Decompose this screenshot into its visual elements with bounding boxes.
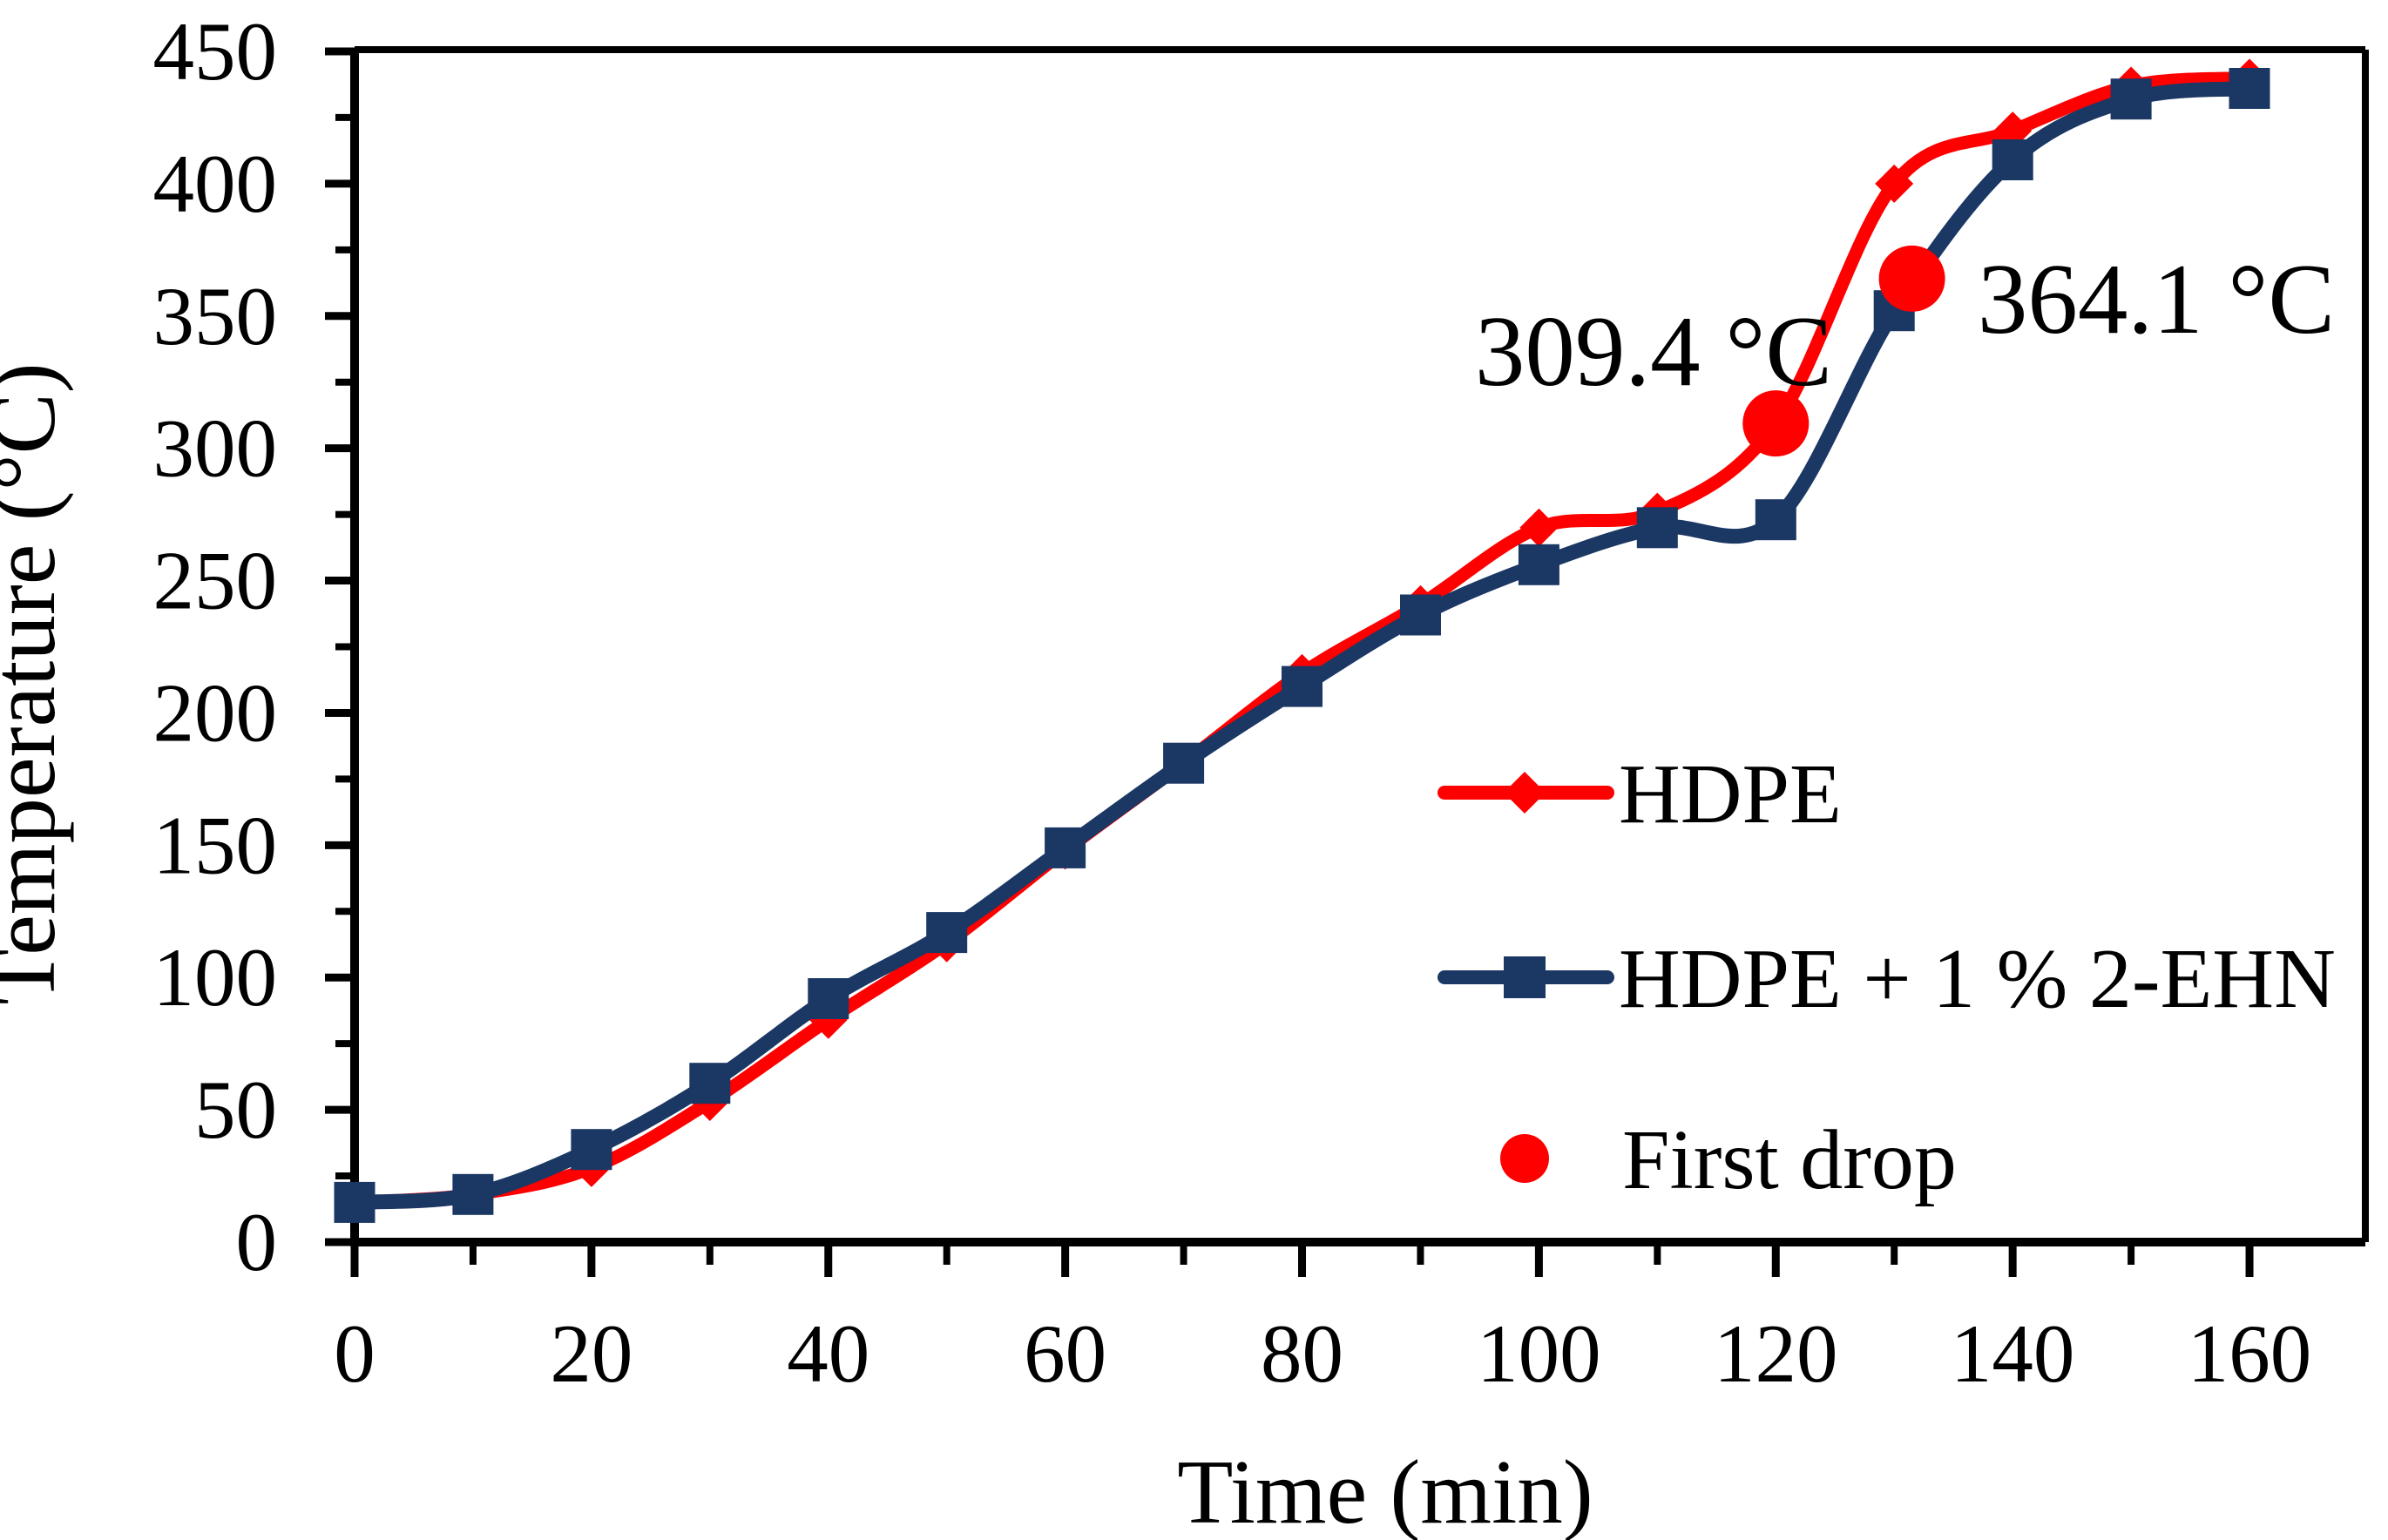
legend-swatch-circle — [1500, 1134, 1549, 1183]
x-tick-label-100: 100 — [1477, 1307, 1601, 1400]
y-tick-label-450: 450 — [153, 5, 278, 98]
y-tick-label-300: 300 — [153, 402, 278, 495]
x-tick-label-120: 120 — [1714, 1307, 1838, 1400]
x-tick-label-160: 160 — [2188, 1307, 2312, 1400]
annotation-309: 309.4 °C — [1475, 296, 1832, 407]
x-tick-label-20: 20 — [550, 1307, 633, 1400]
y-tick-label-350: 350 — [153, 270, 278, 362]
y-tick-label-400: 400 — [153, 138, 278, 230]
annotation-364: 364.1 °C — [1978, 244, 2335, 355]
y-tick-label-200: 200 — [153, 666, 278, 759]
legend-label-hdpe-2ehn: HDPE + 1 % 2-EHN — [1619, 932, 2336, 1026]
y-tick-label-100: 100 — [153, 931, 278, 1023]
y-tick-label-250: 250 — [153, 535, 278, 627]
y-axis-tick-labels: 0 50 100 150 200 250 300 350 400 450 — [153, 5, 278, 1288]
x-axis-tick-labels: 0 20 40 60 80 100 120 140 160 — [334, 1307, 2311, 1400]
y-axis-title: Temperature (°C) — [0, 362, 74, 1004]
x-axis-title: Time (min) — [1177, 1441, 1593, 1540]
x-tick-label-140: 140 — [1951, 1307, 2075, 1400]
series-hdpe-2ehn-line — [334, 68, 2270, 1223]
first-drop-markers — [1742, 245, 1945, 457]
x-tick-label-0: 0 — [334, 1307, 375, 1400]
legend-label-first-drop: First drop — [1622, 1113, 1957, 1207]
x-tick-label-60: 60 — [1024, 1307, 1106, 1400]
first-drop-point-1 — [1878, 245, 1945, 312]
legend-swatches — [1438, 772, 1614, 1183]
legend-label-hdpe: HDPE — [1619, 747, 1842, 841]
y-tick-label-150: 150 — [153, 799, 278, 891]
series-hdpe-line — [335, 58, 2269, 1222]
y-tick-label-50: 50 — [194, 1064, 277, 1156]
x-tick-label-80: 80 — [1261, 1307, 1343, 1400]
first-drop-point-0 — [1742, 390, 1810, 457]
y-tick-label-0: 0 — [236, 1196, 278, 1288]
x-tick-label-40: 40 — [787, 1307, 869, 1400]
legend: HDPE HDPE + 1 % 2-EHN First drop — [1438, 747, 2336, 1207]
axis-ticks — [325, 47, 2254, 1277]
